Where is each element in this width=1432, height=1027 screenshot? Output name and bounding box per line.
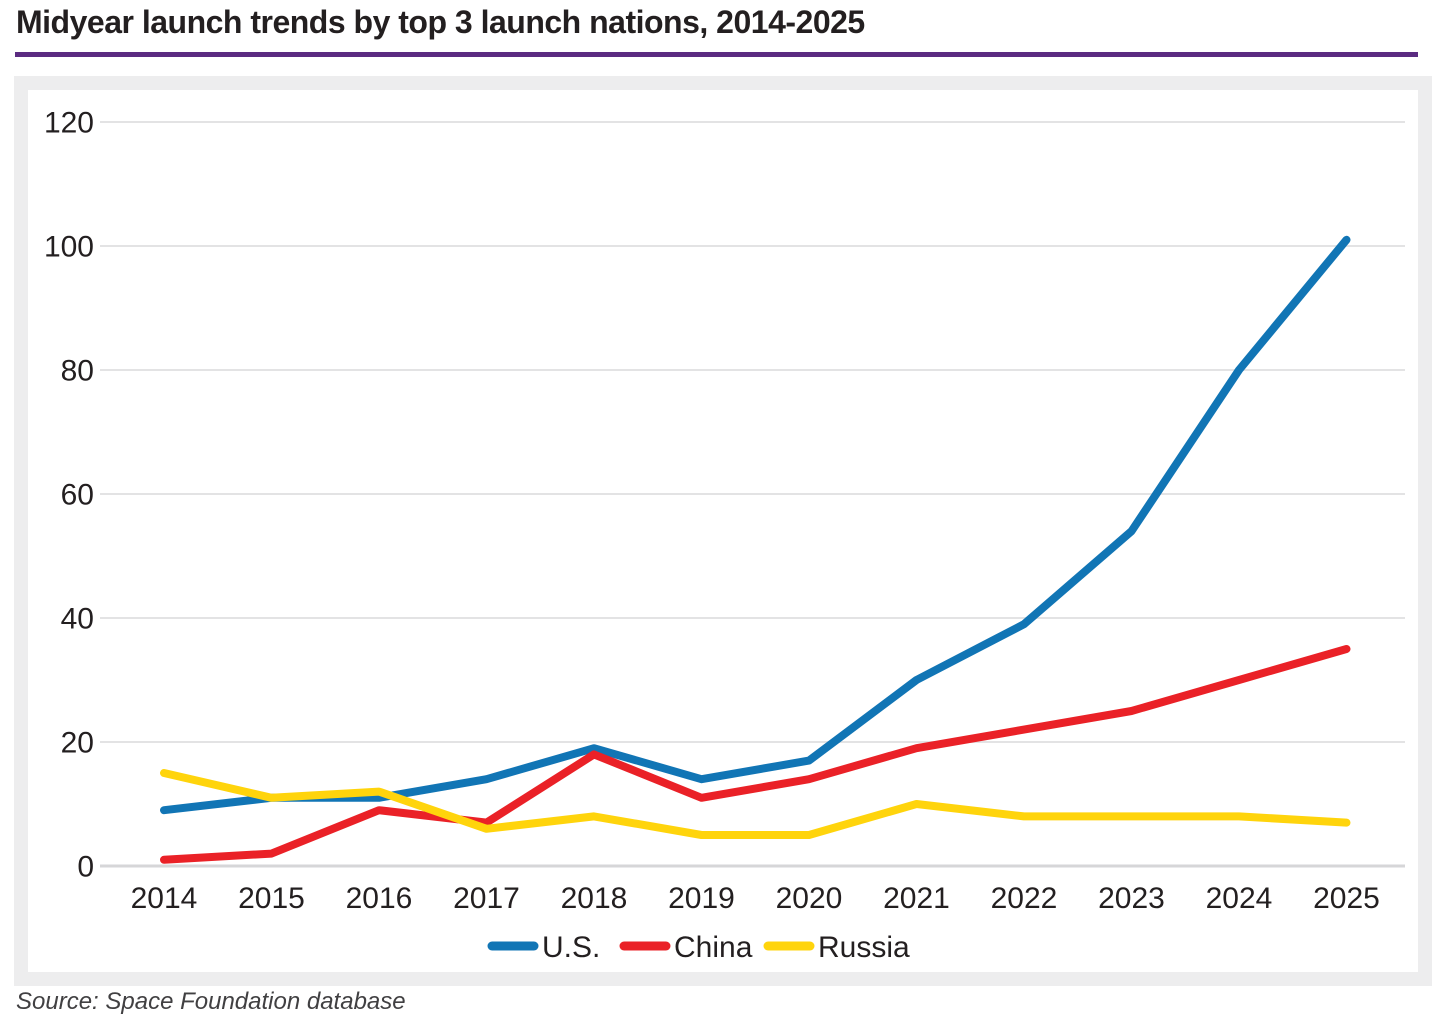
y-tick-label: 40 (61, 603, 94, 636)
x-tick-label: 2020 (776, 882, 843, 915)
x-tick-label: 2019 (668, 882, 735, 915)
series-line-china (160, 645, 1351, 864)
legend-label: China (674, 931, 753, 964)
legend-label: U.S. (542, 931, 600, 964)
line-chart: 0 20 40 60 80 100 120 2014 2015 2016 2017 2018 2019 2… (44, 107, 1405, 964)
series-line-us (160, 235, 1351, 815)
x-tick-label: 2015 (238, 882, 305, 915)
x-tick-label: 2025 (1313, 882, 1380, 915)
title-rule (15, 52, 1418, 57)
y-tick-label: 0 (77, 851, 94, 884)
x-tick-label: 2017 (453, 882, 520, 915)
y-tick-label: 100 (44, 231, 94, 264)
x-tick-label: 2021 (883, 882, 950, 915)
source-note: Source: Space Foundation database (16, 988, 406, 1015)
chart-panel: 0 20 40 60 80 100 120 2014 2015 2016 2017 2018 2019 2… (14, 76, 1432, 986)
y-tick-label: 60 (61, 479, 94, 512)
x-tick-label: 2016 (346, 882, 413, 915)
x-tick-label: 2024 (1206, 882, 1273, 915)
x-tick-label: 2023 (1098, 882, 1165, 915)
x-tick-label: 2014 (131, 882, 198, 915)
legend-label: Russia (818, 931, 910, 964)
y-tick-label: 120 (44, 107, 94, 140)
x-tick-label: 2022 (991, 882, 1058, 915)
y-tick-label: 80 (61, 355, 94, 388)
page-title: Midyear launch trends by top 3 launch na… (16, 4, 865, 40)
x-tick-label: 2018 (561, 882, 628, 915)
y-tick-label: 20 (61, 727, 94, 760)
series-line-russia (160, 769, 1351, 839)
